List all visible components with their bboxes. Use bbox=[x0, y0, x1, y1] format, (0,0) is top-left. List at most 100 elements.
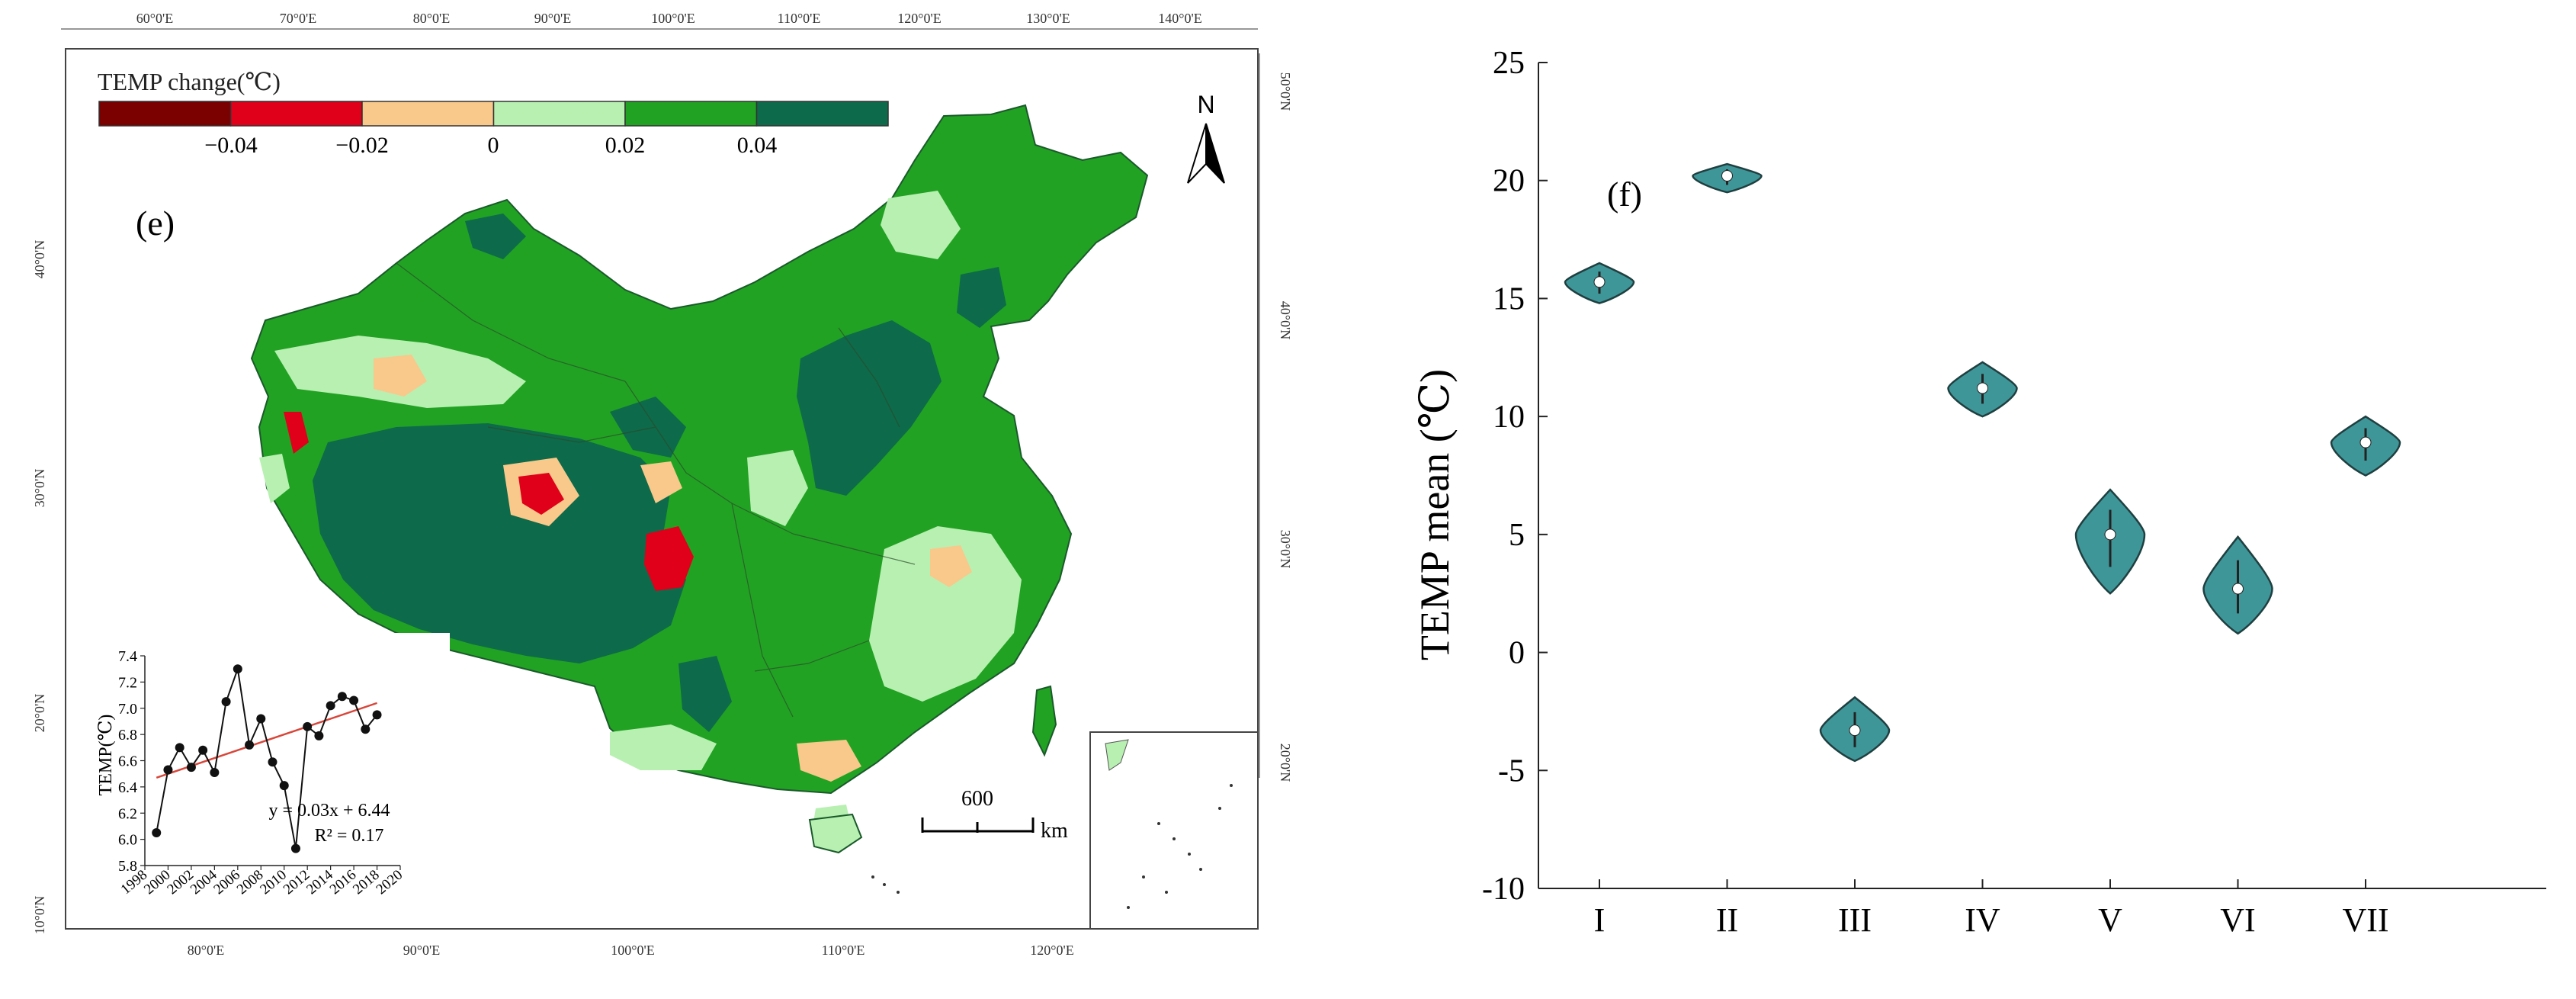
map-region bbox=[808, 813, 863, 854]
violin-x-tick-label: VII bbox=[2342, 901, 2388, 939]
inset-y-label: TEMP(℃) bbox=[96, 715, 116, 796]
right-tick-label: 50°0'N bbox=[1278, 72, 1293, 111]
right-tick-label: 20°0'N bbox=[1278, 744, 1293, 782]
map-region bbox=[610, 724, 717, 770]
inset-y-tick-label: 6.8 bbox=[118, 727, 137, 744]
legend-tick-label: 0 bbox=[488, 133, 499, 158]
timeseries-point bbox=[221, 697, 231, 707]
legend-tick-label: 0.04 bbox=[737, 133, 778, 158]
timeseries-point bbox=[245, 740, 255, 750]
north-label: N bbox=[1197, 91, 1214, 118]
timeseries-point bbox=[303, 721, 313, 731]
legend-tick-label: −0.02 bbox=[335, 133, 388, 158]
bottom-tick-label: 80°0'E bbox=[188, 943, 224, 958]
map-region bbox=[313, 423, 686, 663]
violin-median-point bbox=[1849, 724, 1861, 737]
timeseries-point bbox=[372, 710, 382, 720]
north-arrow-icon: N bbox=[1187, 91, 1225, 184]
inset-y-tick-label: 5.8 bbox=[118, 858, 137, 875]
violin-y-tick-label: 0 bbox=[1509, 636, 1525, 671]
legend-swatch bbox=[624, 101, 758, 127]
violin-y-label: TEMP mean (℃) bbox=[1412, 369, 1458, 660]
map-region bbox=[374, 355, 427, 397]
map-region bbox=[881, 191, 961, 259]
trend-equation: y = 0.03x + 6.44 bbox=[268, 801, 390, 821]
legend-swatch bbox=[98, 101, 232, 127]
violin-y-tick-label: -5 bbox=[1498, 753, 1525, 789]
left-tick-label: 20°0'N bbox=[32, 694, 47, 732]
map-panel: 60°0'E 70°0'E 80°0'E 90°0'E 100°0'E 110°… bbox=[32, 11, 1293, 958]
violin-median-point bbox=[1977, 382, 1988, 394]
map-region bbox=[284, 412, 309, 454]
bottom-tick-label: 120°0'E bbox=[1030, 943, 1073, 958]
map-region bbox=[747, 450, 808, 526]
timeseries-point bbox=[210, 767, 220, 777]
timeseries-point bbox=[163, 765, 173, 775]
legend-title: TEMP change(℃) bbox=[98, 68, 281, 95]
top-axis: 60°0'E 70°0'E 80°0'E 90°0'E 100°0'E 110°… bbox=[61, 11, 1258, 30]
map-region bbox=[610, 397, 686, 458]
map-region bbox=[930, 545, 972, 587]
trend-r2: R² = 0.17 bbox=[315, 826, 384, 846]
south-china-sea-inset bbox=[1089, 731, 1259, 930]
top-tick-label: 110°0'E bbox=[778, 11, 821, 26]
map-region bbox=[259, 454, 290, 503]
panel-label-f: (f) bbox=[1607, 175, 1642, 214]
inset-y-tick-label: 6.2 bbox=[118, 805, 137, 822]
violin-x-tick-label: IV bbox=[1965, 901, 2000, 939]
legend-tick-label: 0.02 bbox=[605, 133, 646, 158]
map-region bbox=[797, 740, 861, 782]
legend-swatch bbox=[361, 101, 495, 127]
timeseries-point bbox=[152, 828, 162, 838]
violin-x-tick-label: III bbox=[1838, 901, 1872, 939]
violin-median-point bbox=[2104, 528, 2116, 541]
legend-swatch bbox=[492, 101, 626, 127]
map-region bbox=[644, 526, 694, 591]
top-tick-label: 130°0'E bbox=[1026, 11, 1070, 26]
violin-x-tick-label: VI bbox=[2220, 901, 2255, 939]
inset-y-tick-label: 7.4 bbox=[118, 648, 137, 665]
legend-tick-label: −0.04 bbox=[204, 133, 257, 158]
top-tick-label: 140°0'E bbox=[1158, 11, 1201, 26]
timeseries-point bbox=[186, 763, 196, 773]
top-tick-label: 60°0'E bbox=[136, 11, 173, 26]
bottom-axis: 80°0'E 90°0'E 100°0'E 110°0'E 120°0'E bbox=[188, 943, 1074, 958]
violin-y-tick-label: 20 bbox=[1493, 164, 1525, 199]
scale-bar-unit: km bbox=[1041, 819, 1068, 843]
temp-timeseries-inset: 5.86.06.26.46.66.87.07.27.41998200020022… bbox=[91, 633, 450, 915]
violin-x-tick-label: V bbox=[2098, 901, 2122, 939]
violin-median-point bbox=[1721, 170, 1733, 182]
map-region bbox=[957, 267, 1006, 328]
map-region bbox=[678, 656, 732, 732]
province-lines bbox=[396, 262, 916, 718]
violin-median-point bbox=[2359, 436, 2372, 448]
timeseries-point bbox=[268, 757, 277, 767]
violin-y-tick-label: 10 bbox=[1493, 400, 1525, 435]
timeseries-point bbox=[198, 745, 208, 755]
inset-y-tick-label: 6.4 bbox=[118, 779, 137, 796]
timeseries-point bbox=[314, 731, 324, 740]
map-region bbox=[518, 473, 564, 515]
inset-y-tick-label: 6.6 bbox=[118, 753, 137, 770]
top-tick-label: 80°0'E bbox=[413, 11, 450, 26]
timeseries-point bbox=[290, 843, 300, 853]
bottom-tick-label: 90°0'E bbox=[403, 943, 440, 958]
scattered-islands bbox=[871, 875, 900, 894]
violin-x-tick-label: I bbox=[1594, 901, 1606, 939]
bottom-tick-label: 100°0'E bbox=[611, 943, 654, 958]
timeseries-point bbox=[279, 781, 289, 791]
left-tick-label: 40°0'N bbox=[32, 240, 47, 278]
inset-y-tick-label: 7.0 bbox=[118, 701, 137, 718]
top-tick-label: 120°0'E bbox=[897, 11, 941, 26]
left-axis: 40°0'N 30°0'N 20°0'N 10°0'N bbox=[32, 240, 47, 934]
violin-y-tick-label: 25 bbox=[1493, 46, 1525, 81]
right-tick-label: 30°0'N bbox=[1278, 530, 1293, 568]
map-region bbox=[465, 214, 526, 259]
map-frame bbox=[65, 48, 1259, 930]
bottom-tick-label: 110°0'E bbox=[822, 943, 865, 958]
violin-median-point bbox=[2232, 583, 2244, 595]
violin-y-tick-label: 5 bbox=[1509, 518, 1525, 553]
inset-y-tick-label: 7.2 bbox=[118, 674, 137, 691]
timeseries-point bbox=[337, 692, 347, 702]
